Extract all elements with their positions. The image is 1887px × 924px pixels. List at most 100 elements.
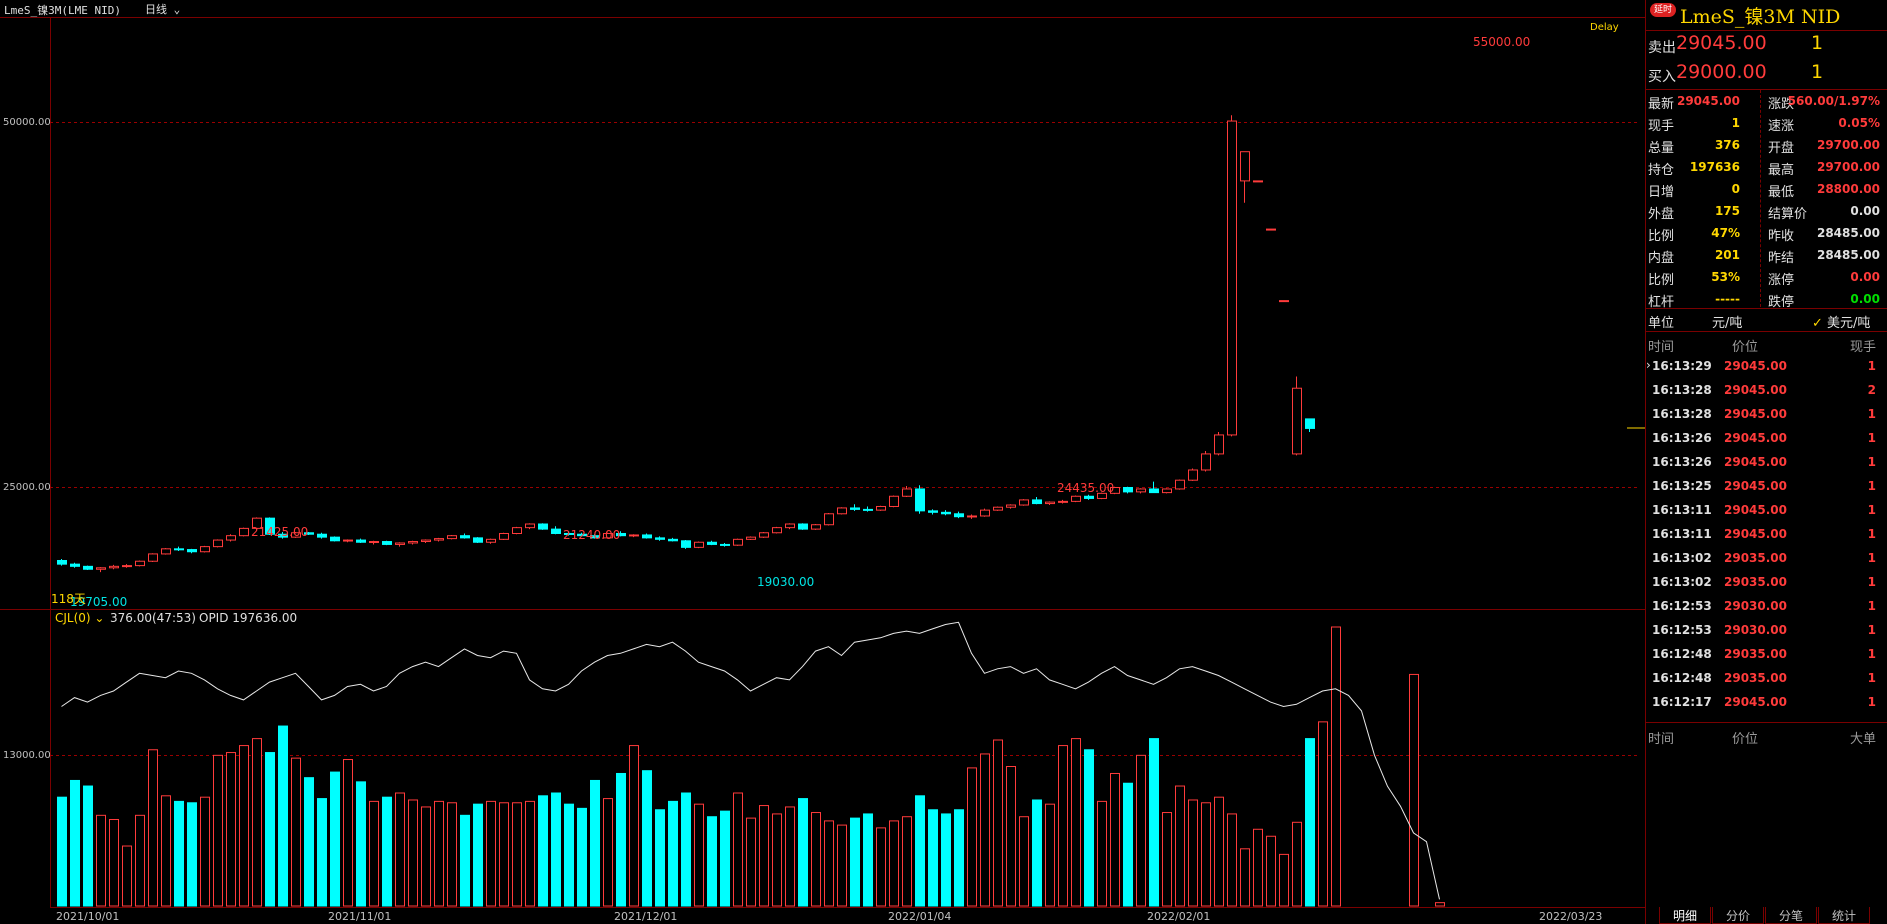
tick-row[interactable]: 16:13:28 29045.00 2 xyxy=(1646,378,1887,402)
volume-bar xyxy=(1331,626,1341,907)
volume-bar xyxy=(434,800,444,907)
bid-row[interactable]: 买入 29000.00 1 xyxy=(1646,60,1887,88)
stat-value: 53% xyxy=(1711,270,1740,284)
delay-label: Delay xyxy=(1590,22,1619,33)
volume-bar xyxy=(1188,799,1198,907)
annotation-high-1: 21425.00 xyxy=(251,525,308,539)
volume-bar xyxy=(1435,902,1445,907)
annotation-max: 55000.00 xyxy=(1473,35,1530,49)
volume-bar xyxy=(343,759,353,907)
tick-row[interactable]: 16:12:48 29035.00 1 xyxy=(1646,642,1887,666)
volume-bar xyxy=(1175,785,1185,907)
period-selector[interactable]: 日线 ⌄ xyxy=(145,1,180,17)
tick-row[interactable]: 16:12:53 29030.00 1 xyxy=(1646,594,1887,618)
unit-option-cny[interactable]: 元/吨 xyxy=(1712,316,1743,331)
tick-row[interactable]: 16:13:02 29035.00 1 xyxy=(1646,546,1887,570)
tick-row[interactable]: 16:13:02 29035.00 1 xyxy=(1646,570,1887,594)
stat-value: 28485.00 xyxy=(1816,226,1880,240)
tick-row[interactable]: 16:13:28 29045.00 1 xyxy=(1646,402,1887,426)
tab-statistics[interactable]: 统计 xyxy=(1818,907,1870,924)
candle xyxy=(1175,479,1185,490)
stat-value: 0 xyxy=(1731,182,1740,196)
tick-row[interactable]: 16:13:11 29045.00 1 xyxy=(1646,522,1887,546)
tick-price: 29030.00 xyxy=(1724,623,1788,637)
tick-row[interactable]: 16:13:25 29045.00 1 xyxy=(1646,474,1887,498)
tab-ticks[interactable]: 分笔 xyxy=(1765,907,1817,924)
price-label-25000: 25000.00 xyxy=(3,482,51,493)
candle xyxy=(122,565,132,568)
volume-bar xyxy=(239,745,249,907)
tick-row[interactable]: 16:13:11 29045.00 1 xyxy=(1646,498,1887,522)
unit-option-usd[interactable]: ✓ 美元/吨 xyxy=(1812,312,1870,331)
volume-bar xyxy=(278,725,288,907)
tick-volume: 1 xyxy=(1867,527,1876,541)
stat-value: 0.05% xyxy=(1838,116,1880,130)
tick-row[interactable]: 16:13:26 29045.00 1 xyxy=(1646,426,1887,450)
candle xyxy=(746,536,756,540)
volume-bar xyxy=(213,754,223,907)
candle xyxy=(1032,499,1042,505)
candle xyxy=(1084,495,1094,499)
chevron-down-icon: ⌄ xyxy=(173,3,181,16)
tick-row[interactable]: 16:13:26 29045.00 1 xyxy=(1646,450,1887,474)
candle xyxy=(668,538,678,542)
open-interest-line xyxy=(61,621,1440,900)
tick-row[interactable]: 16:12:17 29045.00 1 xyxy=(1646,690,1887,714)
volume-bar xyxy=(1292,821,1302,907)
stat-value: 29700.00 xyxy=(1816,138,1880,152)
stat-row: 比例 47% 昨收 28485.00 xyxy=(1646,222,1887,244)
indicator-name[interactable]: CJL(0) ⌄ xyxy=(55,611,104,625)
candle xyxy=(655,537,665,540)
stat-value: 197636 xyxy=(1689,160,1740,174)
volume-bar xyxy=(1409,673,1419,907)
tick-time: 16:13:26 xyxy=(1652,455,1712,469)
tick-price: 29045.00 xyxy=(1724,431,1788,445)
tick-row[interactable]: 16:12:48 29035.00 1 xyxy=(1646,666,1887,690)
volume-bar xyxy=(759,805,769,907)
candle xyxy=(759,532,769,538)
tick-volume: 1 xyxy=(1867,551,1876,565)
tick-row[interactable]: 16:12:53 29030.00 1 xyxy=(1646,618,1887,642)
ticks-header-price: 价位 xyxy=(1732,340,1759,355)
stat-value: 376 xyxy=(1714,138,1740,152)
volume-bar xyxy=(785,806,795,907)
volume-bar xyxy=(96,814,106,907)
candle xyxy=(1227,120,1237,436)
volume-bar xyxy=(525,800,535,907)
tab-price-dist[interactable]: 分价 xyxy=(1712,907,1764,924)
candle xyxy=(811,524,821,530)
candle xyxy=(252,517,262,529)
candle xyxy=(395,542,405,545)
tick-time: 16:13:29 xyxy=(1652,359,1712,373)
ask-row[interactable]: 卖出 29045.00 1 xyxy=(1646,31,1887,59)
ask-label: 卖出 xyxy=(1648,40,1676,56)
divider xyxy=(1646,722,1887,723)
volume-bar xyxy=(57,796,67,907)
candle xyxy=(330,536,340,542)
big-header-price: 价位 xyxy=(1732,732,1759,747)
volume-bar xyxy=(1149,738,1159,907)
candle xyxy=(408,541,418,544)
candle xyxy=(837,507,847,515)
volume-bar xyxy=(1279,853,1289,907)
volume-bar xyxy=(941,813,951,907)
volume-bar xyxy=(551,792,561,907)
candle xyxy=(863,508,873,511)
volume-bar xyxy=(109,819,119,907)
kline-chart[interactable]: Delay 50000.00 25000.00 13000.00 55000.0… xyxy=(0,0,1645,924)
volume-bar xyxy=(798,798,808,907)
tab-detail[interactable]: 明细 xyxy=(1659,907,1711,924)
tick-row[interactable]: › 16:13:29 29045.00 1 xyxy=(1646,354,1887,378)
volume-bar xyxy=(122,845,132,907)
top-bar: LmeS_镍3M(LME NID) 日线 ⌄ xyxy=(0,0,1645,17)
volume-bar xyxy=(1266,835,1276,907)
volume-bar xyxy=(83,785,93,907)
stat-label: 现手 xyxy=(1648,119,1675,134)
candle xyxy=(1266,228,1276,231)
candle xyxy=(499,532,509,540)
tick-time: 16:12:48 xyxy=(1652,671,1712,685)
stat-row: 现手 1 速涨 0.05% xyxy=(1646,112,1887,134)
candle xyxy=(291,532,301,538)
tick-volume: 1 xyxy=(1867,407,1876,421)
volume-bar xyxy=(928,809,938,907)
